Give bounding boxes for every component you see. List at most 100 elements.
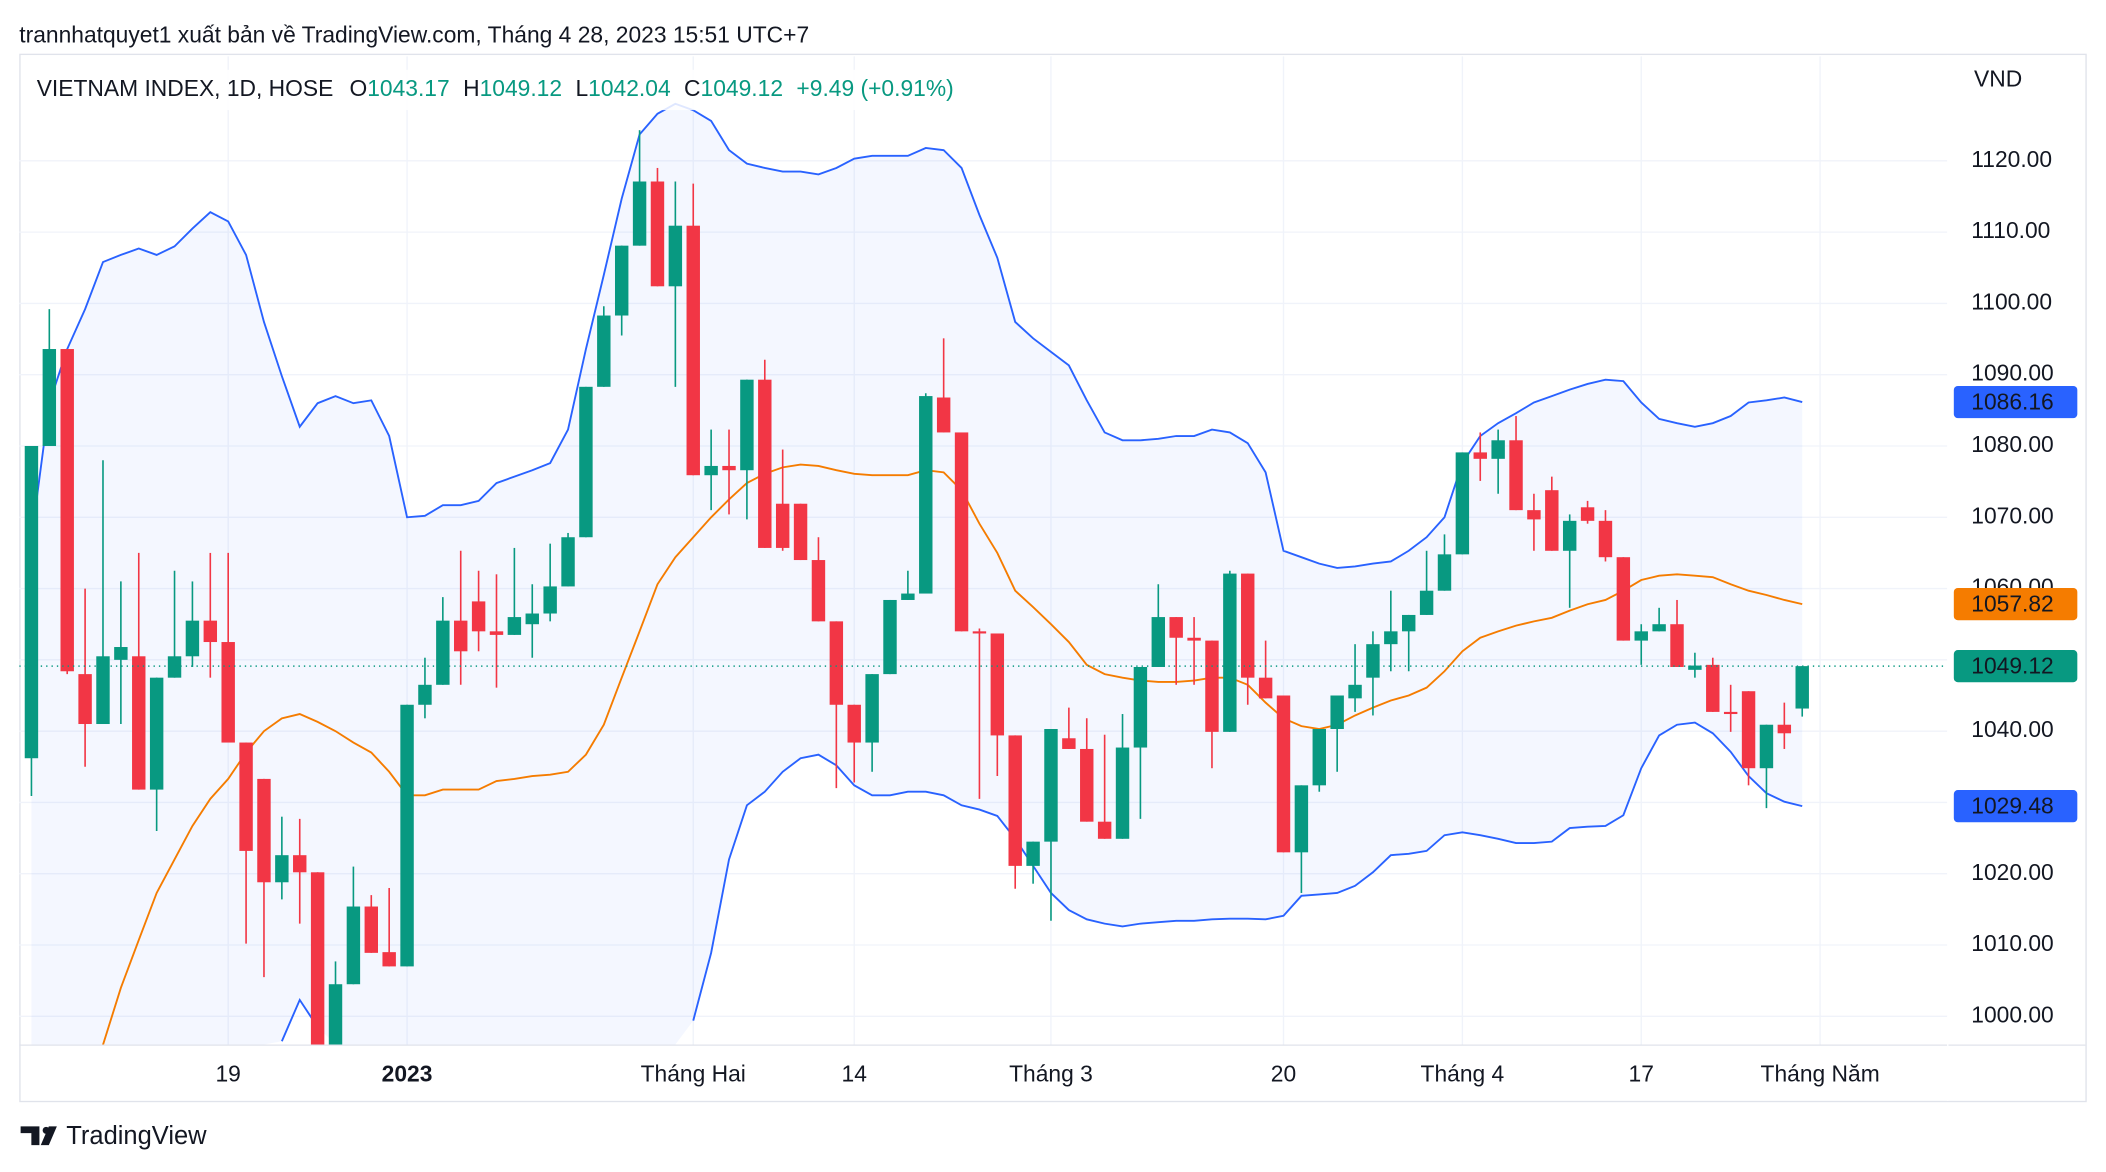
candle-body (328, 984, 343, 1045)
candle-body (1008, 735, 1022, 866)
candle-body (829, 621, 844, 705)
candle-body (454, 620, 468, 652)
symbol-title: VIETNAM INDEX, 1D, HOSE (37, 75, 334, 101)
candle-body (507, 617, 522, 635)
candle-body (1616, 557, 1631, 641)
candle-body (1723, 711, 1738, 715)
chart-frame (19, 53, 2087, 1103)
candle-body (1437, 554, 1452, 591)
ohlc-label: H (463, 75, 479, 101)
candle-body (650, 181, 665, 287)
x-tick-label: Tháng Hai (641, 1060, 746, 1086)
candle-body (1062, 738, 1076, 749)
candle-body (1688, 665, 1702, 670)
candle-body (185, 620, 200, 657)
ohlc-value: 1042.04 (588, 75, 671, 101)
candle-body (954, 432, 969, 632)
x-tick-label: 2023 (382, 1060, 433, 1086)
change-value: +9.49 (+0.91%) (796, 75, 953, 101)
candle-body (865, 674, 879, 743)
candle-body (1205, 640, 1219, 732)
x-tick-label: 20 (1271, 1060, 1296, 1086)
candle-body (1276, 695, 1291, 853)
candle-body (614, 245, 629, 316)
price-tag (1953, 790, 2078, 823)
y-tick-label: 1070.00 (1971, 502, 2053, 528)
candle-body (543, 586, 557, 614)
candle-body (1491, 440, 1505, 459)
legend: VIETNAM INDEX, 1D, HOSE O1043.17 H1049.12 L… (27, 69, 1021, 111)
candle-body (1455, 452, 1470, 555)
candle-body (1366, 644, 1380, 678)
candle-body (883, 599, 897, 675)
candle-body (1187, 637, 1201, 641)
band-line (102, 463, 1803, 1045)
ohlc-label: C (684, 75, 700, 101)
y-tick-label: 1020.00 (1971, 859, 2053, 885)
candle-body (775, 503, 790, 548)
candle-body (847, 704, 861, 743)
candle-body (740, 379, 754, 471)
candle-body (1097, 821, 1112, 839)
candle-body (257, 778, 271, 883)
candle-body (1294, 785, 1309, 853)
candle-body (919, 396, 933, 594)
candle-body (1026, 841, 1040, 866)
candle-body (1402, 614, 1416, 632)
price-tag-label: 1057.82 (1971, 590, 2053, 616)
candle-body (1670, 624, 1684, 667)
candle-body (525, 613, 539, 625)
candle-body (1580, 507, 1595, 521)
candle-body (42, 349, 57, 446)
candle-body (418, 684, 432, 705)
band-fill (31, 103, 1803, 1045)
candle-body (364, 906, 378, 953)
candle-body (561, 537, 575, 587)
candle-body (239, 742, 253, 851)
candle-body (1330, 695, 1344, 730)
price-tag (1953, 650, 2078, 683)
candle-body (382, 952, 396, 967)
candle-body (793, 503, 808, 561)
price-axis-unit: VND (1974, 66, 2022, 92)
y-tick-label: 1000.00 (1971, 1001, 2053, 1027)
y-tick-label: 1010.00 (1971, 930, 2053, 956)
candle-body (579, 386, 593, 538)
candle-body (1795, 666, 1809, 709)
grid (19, 56, 1948, 1045)
ohlc-label: L (575, 75, 588, 101)
legend-text: VIETNAM INDEX, 1D, HOSE O1043.17 H1049.12 L… (37, 75, 954, 101)
candle-body (1652, 624, 1666, 632)
candle-body (1258, 677, 1273, 699)
candle-body (1223, 573, 1237, 732)
y-tick-label: 1090.00 (1971, 360, 2053, 386)
candle-body (758, 379, 772, 548)
y-tick-label: 1100.00 (1971, 288, 2052, 314)
candle-body (436, 620, 450, 685)
candle-body (60, 349, 74, 672)
x-tick-label: 19 (216, 1060, 241, 1086)
candle-body (1115, 747, 1130, 839)
candle-body (936, 397, 951, 433)
ohlc-value: 1049.12 (480, 75, 562, 101)
candle-body (704, 465, 718, 476)
candle-body (489, 631, 504, 635)
candle-body (1562, 520, 1577, 551)
brand-logo (20, 1126, 57, 1146)
x-tick-label: Tháng 3 (1009, 1060, 1093, 1086)
candle-body (346, 906, 361, 985)
x-tick-label: 17 (1629, 1060, 1654, 1086)
candle-body (1598, 520, 1613, 558)
candle-body (1777, 724, 1792, 734)
candle-body (149, 677, 164, 790)
candle-body (686, 225, 700, 476)
price-tag-label: 1029.48 (1971, 793, 2053, 819)
candle-body (901, 593, 915, 600)
candle-body (114, 647, 128, 660)
candle-body (597, 315, 611, 387)
candle-body (668, 225, 683, 287)
candle-body (1706, 664, 1720, 712)
candle-body (811, 560, 826, 622)
